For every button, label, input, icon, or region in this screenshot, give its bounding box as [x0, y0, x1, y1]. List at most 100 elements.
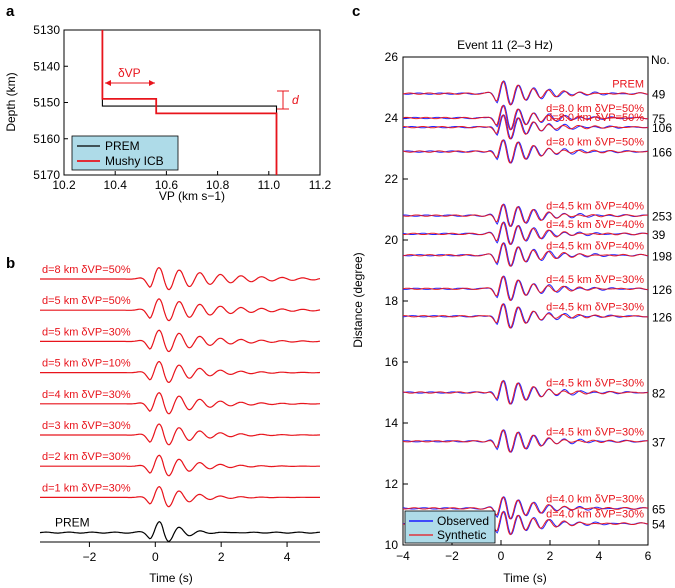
- waveform-trace-label: d=2 km δVP=30%: [42, 451, 131, 463]
- synthetic-trace: [402, 139, 649, 164]
- waveform-trace-label: d=1 km δVP=30%: [42, 482, 131, 494]
- dvp-label: δVP: [118, 66, 141, 80]
- waveform-trace-label: d=3 km δVP=30%: [42, 420, 131, 432]
- panel-a-ylabel: Depth (km): [4, 72, 18, 131]
- panel-a-xtick-label: 10.2: [52, 178, 76, 192]
- waveform-trace: [40, 454, 320, 477]
- panel-c-ytick-label: 18: [385, 294, 399, 308]
- panel-b-xtick-label: 2: [218, 550, 225, 564]
- series-mushy-icb: [101, 30, 278, 175]
- panel-c-ytick-label: 14: [385, 416, 399, 430]
- legend-box: [71, 135, 179, 171]
- waveform-trace-label: d=8 km δVP=50%: [42, 264, 131, 276]
- waveform-trace-label: d=5 km δVP=10%: [42, 358, 131, 370]
- panel-c-ytick-label: 16: [385, 355, 399, 369]
- dvp-arrowheads: [105, 80, 155, 86]
- synthetic-trace: [402, 496, 649, 520]
- waveform-trace: [40, 360, 321, 384]
- trace-model-label: d=4.5 km δVP=40%: [546, 201, 644, 213]
- panel-a-xtick-label: 10.8: [206, 178, 230, 192]
- panel-c-xlabel: Time (s): [503, 571, 547, 585]
- synthetic-trace: [402, 380, 649, 405]
- legend-observed-label: Observed: [437, 514, 489, 528]
- trace-number: 106: [652, 121, 672, 135]
- waveform-trace-label: d=4 km δVP=30%: [42, 389, 131, 401]
- trace-number: 253: [652, 210, 672, 224]
- waveform-trace: [40, 298, 321, 322]
- panel-a-depth-profile: 10.2 10.4 10.6 10.8 11.0 11.2 5130 5140 5150 5160…: [4, 23, 332, 203]
- observed-trace: [403, 303, 649, 329]
- waveform-trace: [40, 267, 321, 291]
- trace-model-label: d=8.0 km δVP=50%: [546, 137, 644, 149]
- panel-b-xtick-label: −2: [83, 550, 97, 564]
- panel-c-no-header: No.: [651, 53, 670, 67]
- trace-number: 75: [652, 112, 666, 126]
- waveform-trace: [40, 486, 320, 508]
- panel-c-ytick-label: 10: [385, 538, 399, 552]
- panel-c-xtick-label: 0: [498, 549, 505, 563]
- trace-number: 65: [652, 502, 666, 516]
- legend-c-box: [404, 510, 496, 544]
- panel-b-xtick-label: 4: [284, 550, 291, 564]
- panel-b-xtick-label: 0: [152, 550, 159, 564]
- panel-c-ytick-label: 22: [385, 172, 399, 186]
- waveform-trace-label: PREM: [55, 516, 90, 530]
- synthetic-trace: [403, 114, 649, 140]
- synthetic-trace: [403, 221, 649, 246]
- trace-model-label: d=4.0 km δVP=30%: [546, 493, 644, 505]
- panel-letter-a: a: [6, 3, 15, 20]
- panel-a-xtick-label: 11.0: [258, 178, 281, 192]
- synthetic-trace: [402, 80, 649, 106]
- panel-a-ytick-label: 5170: [33, 168, 60, 182]
- waveform-trace-label: d=5 km δVP=30%: [42, 326, 131, 338]
- waveform-trace-label: d=5 km δVP=50%: [42, 295, 131, 307]
- legend-mushy-label: Mushy ICB: [105, 154, 164, 168]
- panel-c-xtick-label: 4: [596, 549, 603, 563]
- panel-a-xlabel: VP (km s−1): [159, 189, 225, 203]
- trace-model-label: d=4.5 km δVP=30%: [546, 378, 644, 390]
- trace-number: 37: [652, 435, 666, 449]
- trace-model-label: d=8.0 km δVP=50%: [546, 112, 644, 124]
- trace-number: 126: [652, 310, 672, 324]
- panel-c-ylabel: Distance (degree): [351, 252, 365, 347]
- panel-c-xtick-label: −4: [396, 549, 410, 563]
- panel-letter-c: c: [352, 3, 360, 20]
- trace-model-label: d=4.0 km δVP=30%: [546, 509, 644, 521]
- trace-number: 39: [652, 228, 666, 242]
- panel-c-legend: Observed Synthetic: [404, 510, 496, 544]
- panel-c-xtick-label: −2: [445, 549, 459, 563]
- panel-c-xtick-label: 2: [547, 549, 554, 563]
- synthetic-trace: [402, 303, 649, 329]
- panel-c-ytick-label: 12: [385, 477, 399, 491]
- trace-number: 198: [652, 249, 672, 263]
- panel-a-legend: PREM Mushy ICB: [71, 135, 179, 171]
- synthetic-trace: [402, 429, 648, 453]
- trace-model-label: d=4.5 km δVP=30%: [546, 426, 644, 438]
- trace-model-label: PREM: [612, 79, 644, 91]
- panel-c-event-11: Event 11 (2–3 Hz) No. −4 −2 0 2 4 61012141618…: [351, 38, 672, 585]
- panel-c-xtick-label: 6: [645, 549, 652, 563]
- trace-number: 126: [652, 283, 672, 297]
- trace-number: 166: [652, 146, 672, 160]
- panel-a-ytick-label: 5130: [33, 23, 60, 37]
- trace-model-label: d=4.5 km δVP=30%: [546, 274, 644, 286]
- trace-number: 82: [652, 387, 666, 401]
- panel-a-xtick-label: 10.6: [155, 178, 179, 192]
- panel-a-ytick-label: 5150: [33, 96, 60, 110]
- trace-number: 54: [652, 518, 666, 532]
- panel-c-title: Event 11 (2–3 Hz): [457, 38, 553, 52]
- panel-a-xtick-label: 10.4: [104, 178, 128, 192]
- observed-trace: [402, 379, 649, 405]
- trace-model-label: d=4.5 km δVP=40%: [546, 240, 644, 252]
- panel-a-ytick-label: 5140: [33, 59, 60, 73]
- panel-a-xtick-label: 11.2: [309, 178, 332, 192]
- panel-c-ytick-label: 24: [385, 111, 399, 125]
- synthetic-trace: [402, 203, 648, 227]
- synthetic-trace: [402, 242, 649, 267]
- legend-prem-label: PREM: [105, 139, 140, 153]
- panel-b-xlabel: Time (s): [149, 571, 193, 585]
- panel-a-ytick-label: 5160: [33, 132, 60, 146]
- waveform-trace: [40, 392, 321, 415]
- panel-c-ytick-label: 20: [385, 233, 399, 247]
